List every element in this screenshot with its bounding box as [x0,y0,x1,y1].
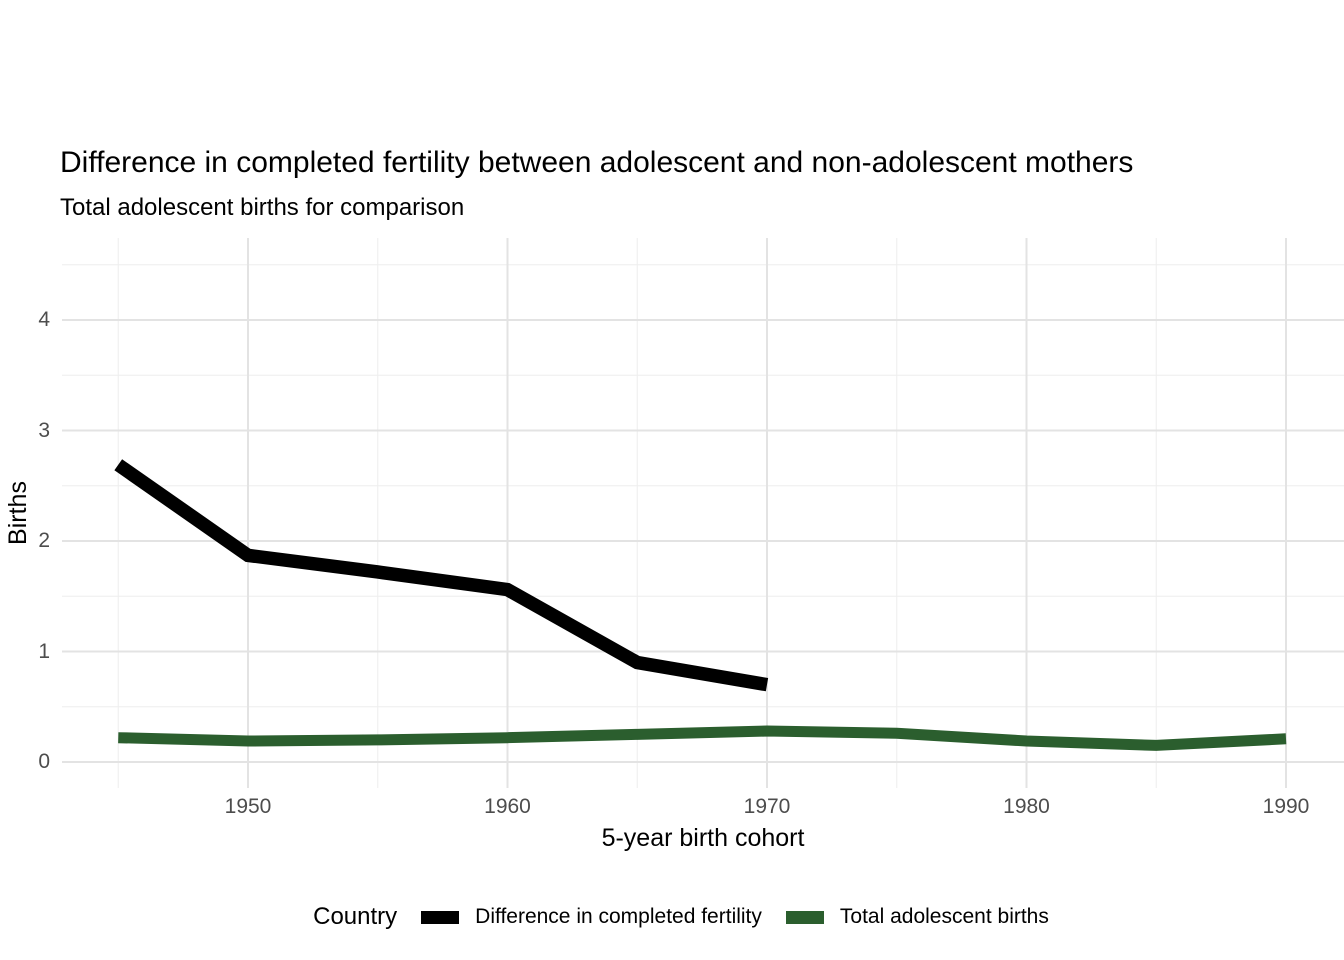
plot-panel [62,238,1344,788]
x-tick-label: 1990 [1262,795,1310,818]
x-axis-title: 5-year birth cohort [601,824,805,852]
legend-title: Country [313,903,398,930]
legend-label-total: Total adolescent births [839,905,1049,928]
x-tick-label: 1950 [224,795,272,818]
legend-item-difference: Difference in completed fertility [421,905,762,929]
series-line-total [118,725,1287,751]
legend-swatch-black-line-icon [421,910,460,924]
legend-label-difference: Difference in completed fertility [475,905,762,928]
chart-subtitle: Total adolescent births for comparison [60,194,465,221]
y-tick-label: 4 [38,308,50,331]
y-tick-label: 3 [38,418,50,442]
chart-title: Difference in completed fertility betwee… [60,146,1134,179]
y-tick-label: 1 [38,639,50,663]
y-tick-label: 2 [38,529,50,552]
y-tick-label: 0 [38,750,50,773]
x-tick-label: 1980 [1003,795,1050,818]
x-tick-label: 1960 [484,795,531,818]
legend-item-total: Total adolescent births [785,905,1049,929]
series-line-difference [114,459,769,692]
x-tick-label: 1970 [743,795,791,818]
legend: Country Difference in completed fertilit… [40,903,1322,931]
legend-swatch-green-line-icon [785,910,824,924]
